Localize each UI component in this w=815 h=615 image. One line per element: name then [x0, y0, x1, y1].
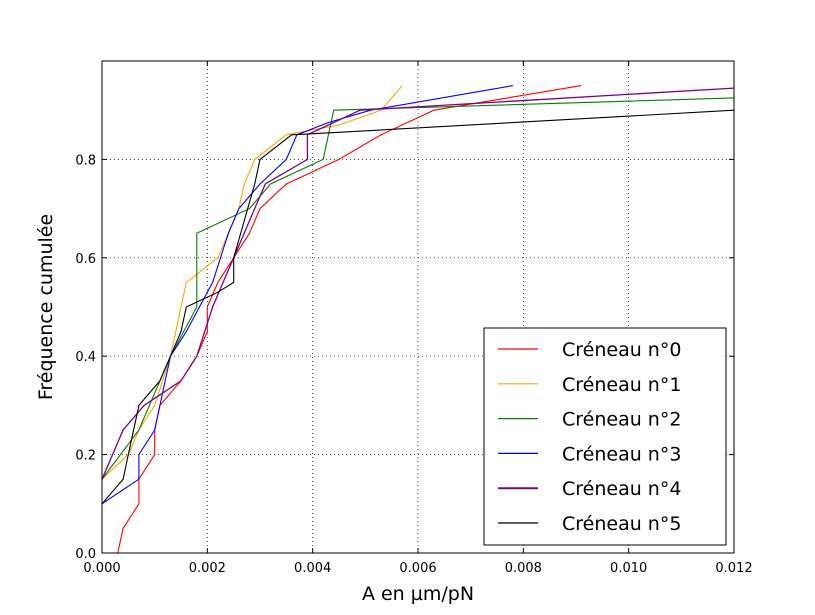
legend-label-2: Créneau n°2 [562, 409, 681, 431]
series-line-5 [101, 109, 735, 505]
x-tick-label: 0.000 [83, 561, 120, 576]
tick-labels: 0.000 0.002 0.004 0.006 0.008 0.010 0.012 0.0 0.… [75, 153, 752, 576]
x-tick-label: 0.002 [189, 561, 226, 576]
series-line-0 [117, 85, 582, 554]
grid-lines [102, 61, 734, 553]
x-tick-label: 0.004 [294, 561, 331, 576]
x-tick-label: 0.010 [610, 561, 647, 576]
y-tick-label: 0.8 [75, 153, 96, 168]
y-tick-label: 0.0 [75, 547, 96, 562]
x-tick-label: 0.012 [715, 561, 752, 576]
y-axis-label: Fréquence cumulée [35, 214, 57, 400]
axis-ticks [101, 61, 735, 554]
legend-label-5: Créneau n°5 [562, 513, 681, 535]
legend: Créneau n°0 Créneau n°1 Créneau n°2 Créneau… [483, 327, 727, 546]
series-line-4 [101, 87, 735, 480]
legend-label-1: Créneau n°1 [562, 374, 681, 396]
x-axis-label: A en µm/pN [362, 583, 474, 605]
legend-label-4: Créneau n°4 [562, 478, 681, 500]
legend-box [483, 327, 727, 546]
y-tick-label: 0.6 [75, 252, 96, 267]
x-tick-label: 0.008 [505, 561, 542, 576]
y-tick-label: 0.2 [75, 449, 96, 464]
legend-label-0: Créneau n°0 [562, 339, 681, 361]
x-tick-label: 0.006 [399, 561, 436, 576]
series-line-1 [101, 85, 403, 480]
series-line-2 [101, 97, 735, 480]
y-tick-label: 0.4 [75, 350, 96, 365]
series-lines [101, 85, 735, 554]
series-line-3 [101, 85, 513, 505]
legend-label-3: Créneau n°3 [562, 443, 681, 465]
